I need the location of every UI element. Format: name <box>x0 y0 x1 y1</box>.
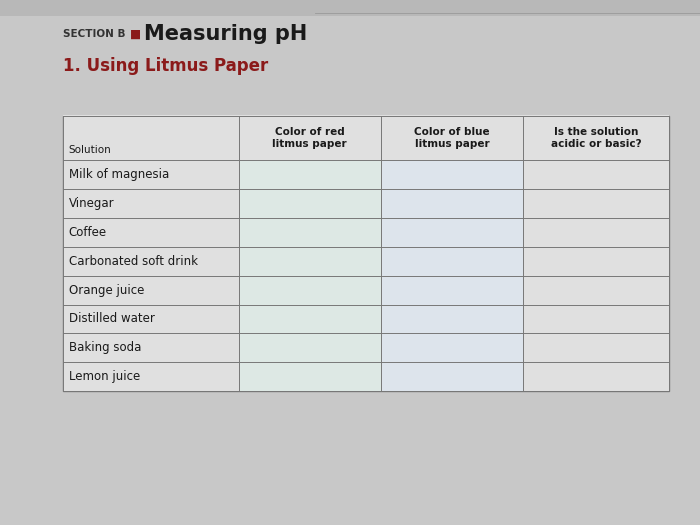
Bar <box>239 160 381 189</box>
Text: Measuring pH: Measuring pH <box>144 24 307 44</box>
Bar <box>239 276 381 304</box>
Bar <box>63 362 239 391</box>
Bar <box>523 362 668 391</box>
Bar <box>0 0 700 16</box>
Text: Distilled water: Distilled water <box>69 312 155 326</box>
Bar <box>63 276 239 304</box>
Text: Color of red
litmus paper: Color of red litmus paper <box>272 127 347 149</box>
Bar <box>239 189 381 218</box>
Text: Coffee: Coffee <box>69 226 106 239</box>
Text: Lemon juice: Lemon juice <box>69 370 140 383</box>
Bar <box>381 160 523 189</box>
Bar <box>381 304 523 333</box>
Text: Carbonated soft drink: Carbonated soft drink <box>69 255 197 268</box>
Text: ■: ■ <box>130 28 141 40</box>
Bar <box>239 333 381 362</box>
Bar <box>381 333 523 362</box>
Bar <box>523 333 668 362</box>
Bar <box>523 276 668 304</box>
Bar <box>239 362 381 391</box>
Bar <box>63 247 239 276</box>
Bar <box>239 304 381 333</box>
Bar <box>239 218 381 247</box>
Text: Vinegar: Vinegar <box>69 197 114 210</box>
Bar <box>381 218 523 247</box>
Text: Baking soda: Baking soda <box>69 341 141 354</box>
Bar <box>63 218 239 247</box>
Bar <box>381 247 523 276</box>
Bar <box>381 362 523 391</box>
Bar <box>523 304 668 333</box>
Bar <box>523 189 668 218</box>
Text: Solution: Solution <box>69 145 111 155</box>
Bar <box>63 189 239 218</box>
Bar <box>239 247 381 276</box>
Text: Color of blue
litmus paper: Color of blue litmus paper <box>414 127 490 149</box>
Bar <box>523 218 668 247</box>
Text: Milk of magnesia: Milk of magnesia <box>69 168 169 181</box>
Bar <box>63 304 239 333</box>
Bar <box>63 116 668 391</box>
Bar <box>381 189 523 218</box>
Text: SECTION B: SECTION B <box>63 29 125 39</box>
Bar <box>381 276 523 304</box>
Bar <box>523 160 668 189</box>
Bar <box>63 333 239 362</box>
Text: Orange juice: Orange juice <box>69 284 144 297</box>
Bar <box>63 160 239 189</box>
Bar <box>63 116 668 160</box>
Bar <box>523 247 668 276</box>
Text: Is the solution
acidic or basic?: Is the solution acidic or basic? <box>550 127 641 149</box>
Text: 1. Using Litmus Paper: 1. Using Litmus Paper <box>63 57 268 75</box>
